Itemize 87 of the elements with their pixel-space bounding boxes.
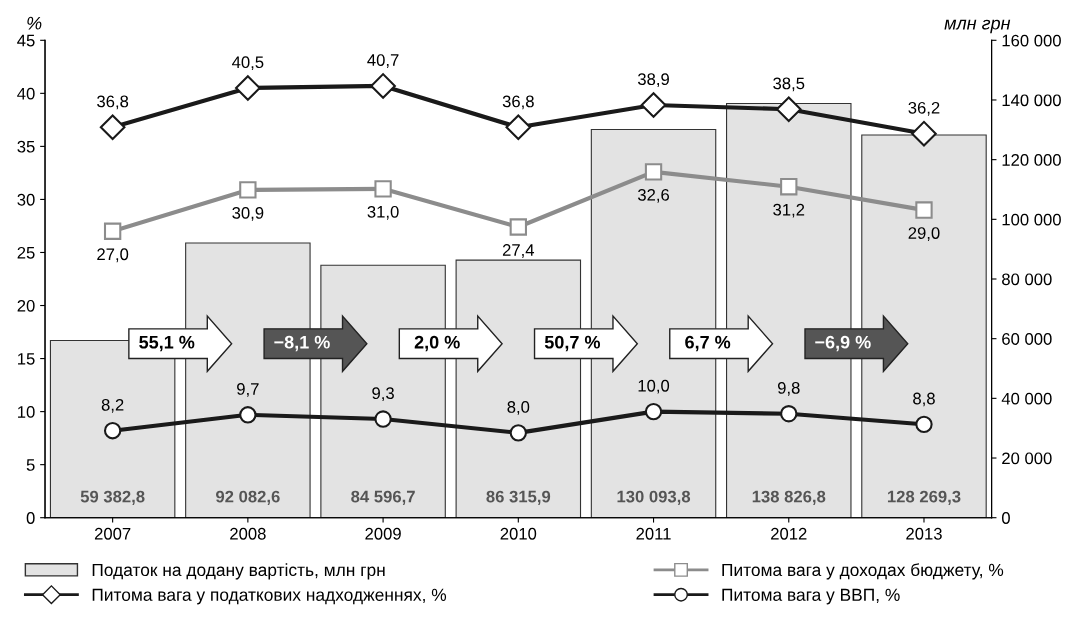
- point: [915, 415, 933, 434]
- point: [509, 218, 527, 236]
- x-tick-label: 2007: [94, 527, 131, 540]
- point: [911, 120, 937, 147]
- data-label: 29,0: [908, 227, 940, 241]
- y2-tick-label: 80 000: [1002, 273, 1052, 286]
- point: [103, 222, 122, 240]
- data-label: 84 596,7: [351, 490, 415, 505]
- y-tick-label: 45: [17, 34, 35, 47]
- y2-tick-label: 140 000: [1002, 94, 1061, 107]
- x-tick-label: 2010: [500, 527, 537, 540]
- data-label: 9,8: [777, 381, 800, 396]
- data-label: 32,6: [637, 188, 670, 203]
- x-tick-label: 2008: [230, 527, 266, 540]
- data-label: 138 826,8: [752, 490, 826, 505]
- x-tick-label: 2013: [906, 527, 942, 540]
- data-label: 10,0: [638, 379, 670, 394]
- data-label: 27,4: [502, 244, 535, 258]
- data-label: 9,7: [237, 383, 259, 397]
- x-tick-label: 2012: [771, 527, 807, 540]
- annotation: 50,7 %: [544, 335, 601, 352]
- data-label: 36,8: [97, 95, 129, 110]
- y2-tick-label: 20 000: [1002, 452, 1052, 465]
- data-label: 40,5: [232, 56, 264, 71]
- point: [640, 92, 667, 118]
- data-label: 31,0: [367, 205, 399, 220]
- point: [509, 424, 527, 442]
- annotation: −8,1 %: [274, 335, 330, 352]
- y2-tick-label: 160 000: [1002, 34, 1061, 47]
- y-tick-label: 5: [26, 459, 35, 471]
- y2-tick-label: 40 000: [1001, 392, 1052, 405]
- data-label: 8,0: [507, 401, 530, 415]
- y-tick-label: 35: [17, 140, 35, 153]
- y-tick-label: 40: [17, 87, 35, 100]
- legend-label: Питома вага у ВВП, %: [722, 588, 900, 605]
- data-label: 9,3: [372, 387, 394, 402]
- point: [374, 180, 392, 198]
- point: [103, 422, 122, 440]
- y2-axis-title: млн грн: [944, 19, 1011, 34]
- data-label: 30,9: [232, 206, 264, 221]
- annotation: 6,7 %: [685, 335, 731, 352]
- legend-label: Питома вага у податкових надходженнях, %: [92, 588, 447, 605]
- point: [780, 405, 798, 423]
- y-tick-label: 0: [26, 512, 35, 524]
- data-label: 86 315,9: [486, 490, 551, 505]
- data-label: 8,2: [101, 398, 124, 413]
- data-label: 130 093,8: [617, 490, 691, 505]
- point: [505, 114, 532, 141]
- point: [370, 73, 396, 99]
- x-tick-label: 2011: [636, 527, 671, 540]
- y-tick-label: 25: [17, 246, 35, 259]
- annotation: −6,9 %: [815, 335, 871, 352]
- data-label: 38,9: [637, 73, 669, 88]
- y-tick-label: 30: [17, 193, 35, 206]
- data-label: 59 382,8: [80, 490, 145, 505]
- y-axis-title: %: [27, 16, 42, 30]
- point: [644, 402, 663, 421]
- point: [374, 410, 392, 428]
- data-label: 92 082,6: [216, 490, 280, 505]
- data-label: 36,2: [908, 101, 940, 116]
- point: [780, 178, 798, 196]
- data-label: 8,8: [913, 392, 935, 407]
- y-tick-label: 20: [17, 299, 35, 312]
- point: [235, 75, 261, 101]
- point: [915, 201, 933, 219]
- point: [775, 96, 802, 123]
- legend-label: Податок на додану вартість, млн грн: [92, 563, 385, 580]
- point: [99, 114, 126, 141]
- y-tick-label: 10: [18, 406, 35, 418]
- data-label: 40,7: [367, 54, 399, 68]
- annotation: 2,0 %: [414, 335, 460, 352]
- point: [239, 181, 257, 199]
- data-label: 36,8: [502, 95, 534, 110]
- y2-tick-label: 100 000: [1002, 213, 1061, 226]
- data-label: 128 269,3: [887, 490, 961, 505]
- legend-label: Питома вага у доходах бюджету, %: [722, 563, 1004, 580]
- y2-tick-label: 60 000: [1002, 333, 1052, 345]
- data-label: 38,5: [773, 77, 805, 92]
- y-tick-label: 15: [18, 353, 35, 365]
- y2-tick-label: 0: [1001, 512, 1010, 524]
- data-label: 31,2: [773, 203, 805, 218]
- point: [239, 406, 257, 424]
- annotation: 55,1 %: [139, 335, 195, 352]
- y2-tick-label: 120 000: [1002, 154, 1061, 166]
- x-tick-label: 2009: [365, 527, 401, 540]
- data-label: 27,0: [97, 248, 129, 263]
- point: [644, 163, 663, 181]
